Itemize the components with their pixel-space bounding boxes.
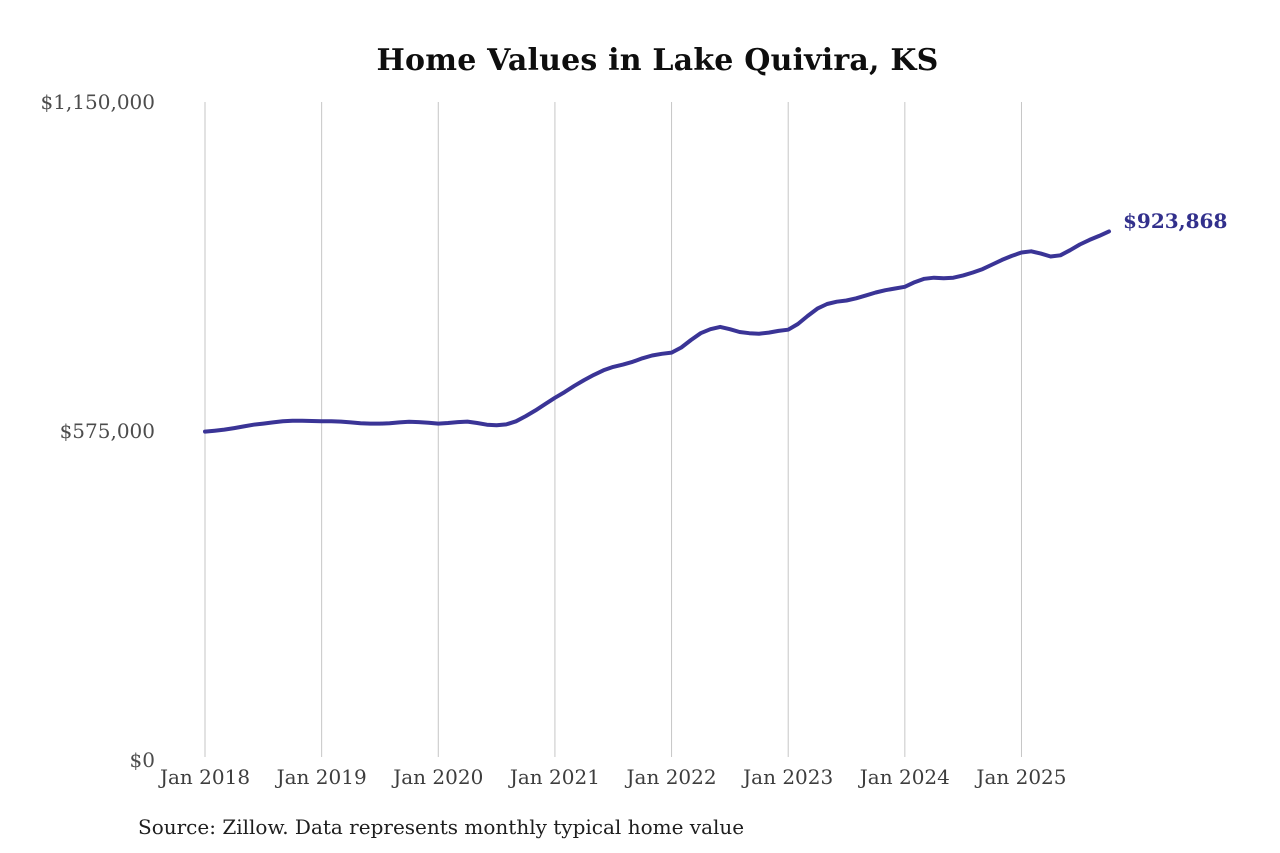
chart-title: Home Values in Lake Quivira, KS [376,43,939,78]
x-tick-label: Jan 2025 [976,765,1067,789]
source-note: Source: Zillow. Data represents monthly … [138,815,745,839]
current-value-label: $923,868 [1123,209,1228,233]
y-tick-label-575000: $575,000 [59,419,155,443]
x-tick-label: Jan 2024 [859,765,950,789]
x-tick-label: Jan 2022 [626,765,717,789]
x-tick-label: Jan 2020 [393,765,484,789]
x-tick-label: Jan 2023 [743,765,834,789]
home-value-line [203,229,1111,434]
y-tick-label-1150000: $1,150,000 [40,90,155,114]
x-tick-label: Jan 2018 [159,765,251,789]
y-tick-label-0: $0 [129,748,155,772]
x-tick-label: Jan 2019 [276,765,367,789]
x-tick-label: Jan 2021 [509,765,600,789]
